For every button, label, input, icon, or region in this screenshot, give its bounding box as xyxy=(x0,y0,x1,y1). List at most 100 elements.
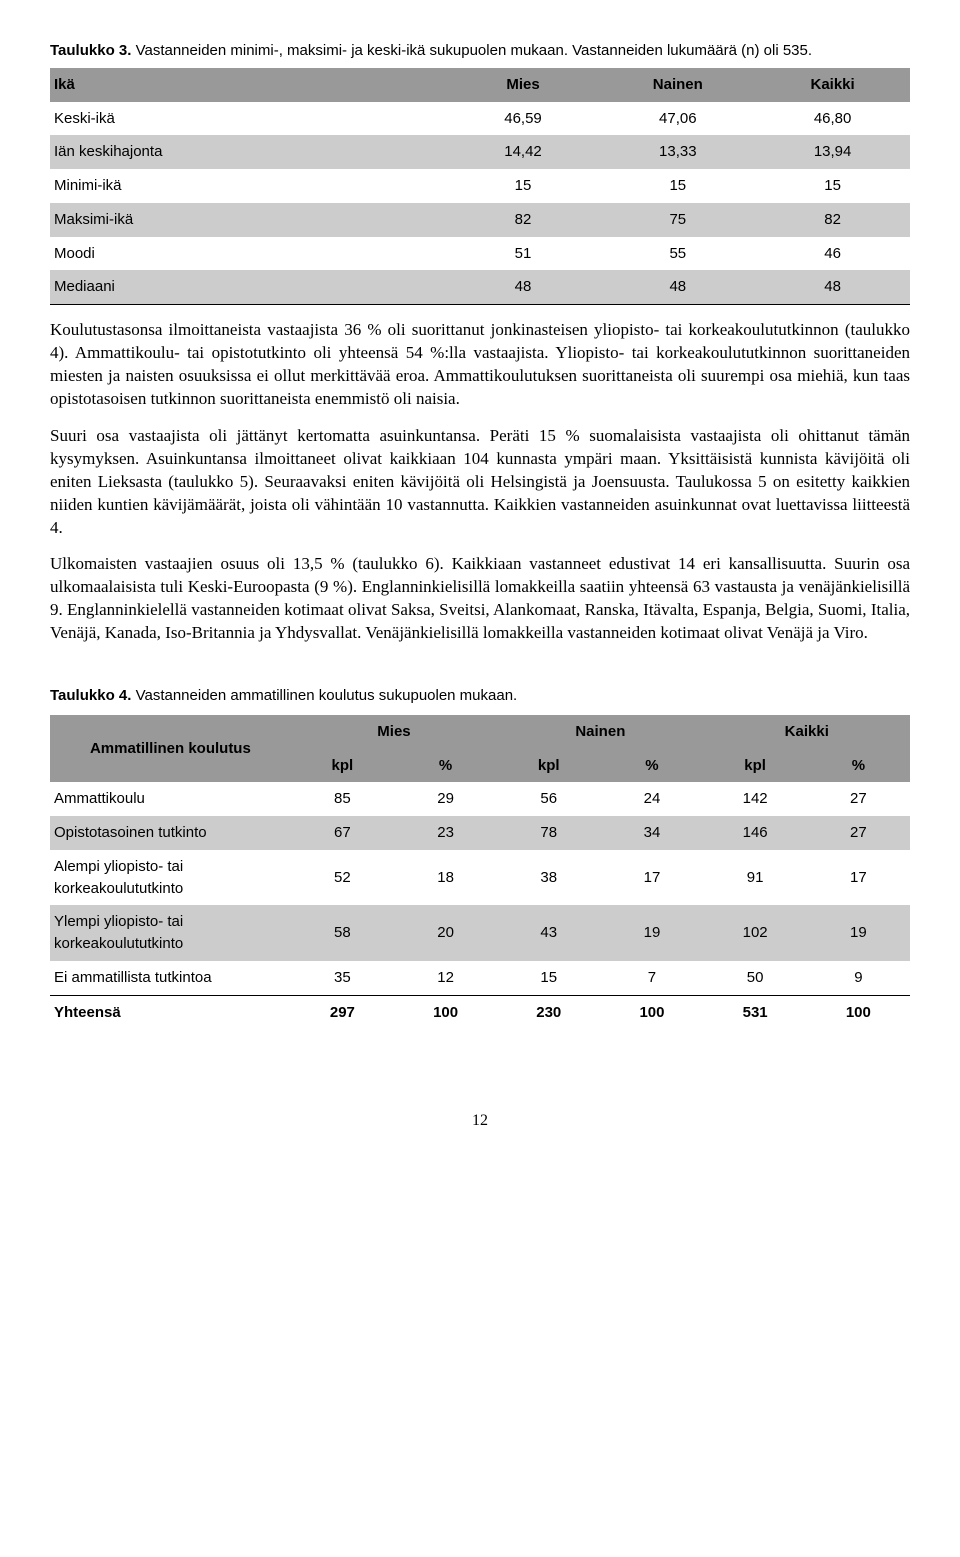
table4-total-cell: 100 xyxy=(807,995,910,1029)
table3-cell: 82 xyxy=(755,203,910,237)
table4-sub-2: kpl xyxy=(497,749,600,783)
table4-row: Opistotasoinen tutkinto6723783414627 xyxy=(50,816,910,850)
table4-cell: 91 xyxy=(704,850,807,906)
table3-caption-prefix: Taulukko 3. xyxy=(50,42,131,59)
page-number: 12 xyxy=(50,1109,910,1132)
table4-cell: 27 xyxy=(807,782,910,816)
table4-caption-rest: Vastanneiden ammatillinen koulutus sukup… xyxy=(131,687,517,704)
table3-cell: 46 xyxy=(755,237,910,271)
table4-row-label: Opistotasoinen tutkinto xyxy=(50,816,291,850)
table4-total-cell: 100 xyxy=(394,995,497,1029)
table4-caption-prefix: Taulukko 4. xyxy=(50,687,131,704)
table4-cell: 19 xyxy=(600,905,703,961)
table4-cell: 34 xyxy=(600,816,703,850)
table3-row: Maksimi-ikä827582 xyxy=(50,203,910,237)
table4-cell: 67 xyxy=(291,816,394,850)
table4-row: Ei ammatillista tutkintoa3512157509 xyxy=(50,961,910,995)
table3-row-label: Minimi-ikä xyxy=(50,169,446,203)
table3-cell: 51 xyxy=(446,237,601,271)
table3-row-label: Mediaani xyxy=(50,270,446,304)
table3-row-label: Moodi xyxy=(50,237,446,271)
table3-header-0: Ikä xyxy=(50,68,446,102)
table3-cell: 13,33 xyxy=(600,135,755,169)
table3-cell: 48 xyxy=(600,270,755,304)
table4-cell: 9 xyxy=(807,961,910,995)
table4-cell: 85 xyxy=(291,782,394,816)
table4-cell: 19 xyxy=(807,905,910,961)
paragraph-2: Suuri osa vastaajista oli jättänyt kerto… xyxy=(50,425,910,540)
table4-cell: 15 xyxy=(497,961,600,995)
table4-total-cell: 297 xyxy=(291,995,394,1029)
table4-cell: 18 xyxy=(394,850,497,906)
table3-row: Keski-ikä46,5947,0646,80 xyxy=(50,102,910,136)
table4-cell: 27 xyxy=(807,816,910,850)
table4-total-cell: 230 xyxy=(497,995,600,1029)
table4-cell: 78 xyxy=(497,816,600,850)
table3-header-3: Kaikki xyxy=(755,68,910,102)
table4-group-2: Kaikki xyxy=(704,715,910,749)
table3-cell: 48 xyxy=(446,270,601,304)
table4-group-0: Mies xyxy=(291,715,497,749)
table4-cell: 50 xyxy=(704,961,807,995)
table4-cell: 17 xyxy=(807,850,910,906)
table3-header-2: Nainen xyxy=(600,68,755,102)
table4-cell: 12 xyxy=(394,961,497,995)
table3-cell: 47,06 xyxy=(600,102,755,136)
table3-caption: Taulukko 3. Vastanneiden minimi-, maksim… xyxy=(50,40,910,62)
table4-row-label: Alempi yliopisto- tai korkeakoulututkint… xyxy=(50,850,291,906)
table4-row: Alempi yliopisto- tai korkeakoulututkint… xyxy=(50,850,910,906)
table4-total-cell: 100 xyxy=(600,995,703,1029)
table4-sub-0: kpl xyxy=(291,749,394,783)
table3-cell: 14,42 xyxy=(446,135,601,169)
table3-caption-rest: Vastanneiden minimi-, maksimi- ja keski-… xyxy=(131,42,812,59)
table4-sub-3: % xyxy=(600,749,703,783)
table4-row-label: Ei ammatillista tutkintoa xyxy=(50,961,291,995)
table3-row-label: Keski-ikä xyxy=(50,102,446,136)
paragraph-3: Ulkomaisten vastaajien osuus oli 13,5 % … xyxy=(50,553,910,645)
table4-cell: 17 xyxy=(600,850,703,906)
table4-cell: 58 xyxy=(291,905,394,961)
table3-header-1: Mies xyxy=(446,68,601,102)
table3-cell: 55 xyxy=(600,237,755,271)
table4-total-cell: 531 xyxy=(704,995,807,1029)
table4-row: Ylempi yliopisto- tai korkeakoulututkint… xyxy=(50,905,910,961)
table4-sub-5: % xyxy=(807,749,910,783)
table3-cell: 82 xyxy=(446,203,601,237)
table4-sub-1: % xyxy=(394,749,497,783)
table3-cell: 46,59 xyxy=(446,102,601,136)
table4-cell: 35 xyxy=(291,961,394,995)
table4-total-label: Yhteensä xyxy=(50,995,291,1029)
table3-row: Mediaani484848 xyxy=(50,270,910,304)
table3-cell: 15 xyxy=(755,169,910,203)
table3-cell: 75 xyxy=(600,203,755,237)
table3-row: Moodi515546 xyxy=(50,237,910,271)
table4-caption: Taulukko 4. Vastanneiden ammatillinen ko… xyxy=(50,685,910,707)
table4-sub-4: kpl xyxy=(704,749,807,783)
table4-cell: 23 xyxy=(394,816,497,850)
table4-cell: 24 xyxy=(600,782,703,816)
table4-group-1: Nainen xyxy=(497,715,703,749)
table3-cell: 13,94 xyxy=(755,135,910,169)
table4-cell: 38 xyxy=(497,850,600,906)
table4-cell: 142 xyxy=(704,782,807,816)
table4-cell: 20 xyxy=(394,905,497,961)
table4-cell: 7 xyxy=(600,961,703,995)
table3-row-label: Iän keskihajonta xyxy=(50,135,446,169)
table3: Ikä Mies Nainen Kaikki Keski-ikä46,5947,… xyxy=(50,68,910,305)
table4-row-label: Ammattikoulu xyxy=(50,782,291,816)
table4-cell: 146 xyxy=(704,816,807,850)
table3-cell: 48 xyxy=(755,270,910,304)
table4-cell: 52 xyxy=(291,850,394,906)
table4-total-row: Yhteensä297100230100531100 xyxy=(50,995,910,1029)
table3-cell: 15 xyxy=(446,169,601,203)
table4-rowlabel: Ammatillinen koulutus xyxy=(50,715,291,783)
table4-row-label: Ylempi yliopisto- tai korkeakoulututkint… xyxy=(50,905,291,961)
paragraph-1: Koulutustasonsa ilmoittaneista vastaajis… xyxy=(50,319,910,411)
table4-cell: 29 xyxy=(394,782,497,816)
table4-cell: 43 xyxy=(497,905,600,961)
table3-cell: 46,80 xyxy=(755,102,910,136)
table3-row: Iän keskihajonta14,4213,3313,94 xyxy=(50,135,910,169)
table4-cell: 56 xyxy=(497,782,600,816)
table4-cell: 102 xyxy=(704,905,807,961)
table3-row-label: Maksimi-ikä xyxy=(50,203,446,237)
